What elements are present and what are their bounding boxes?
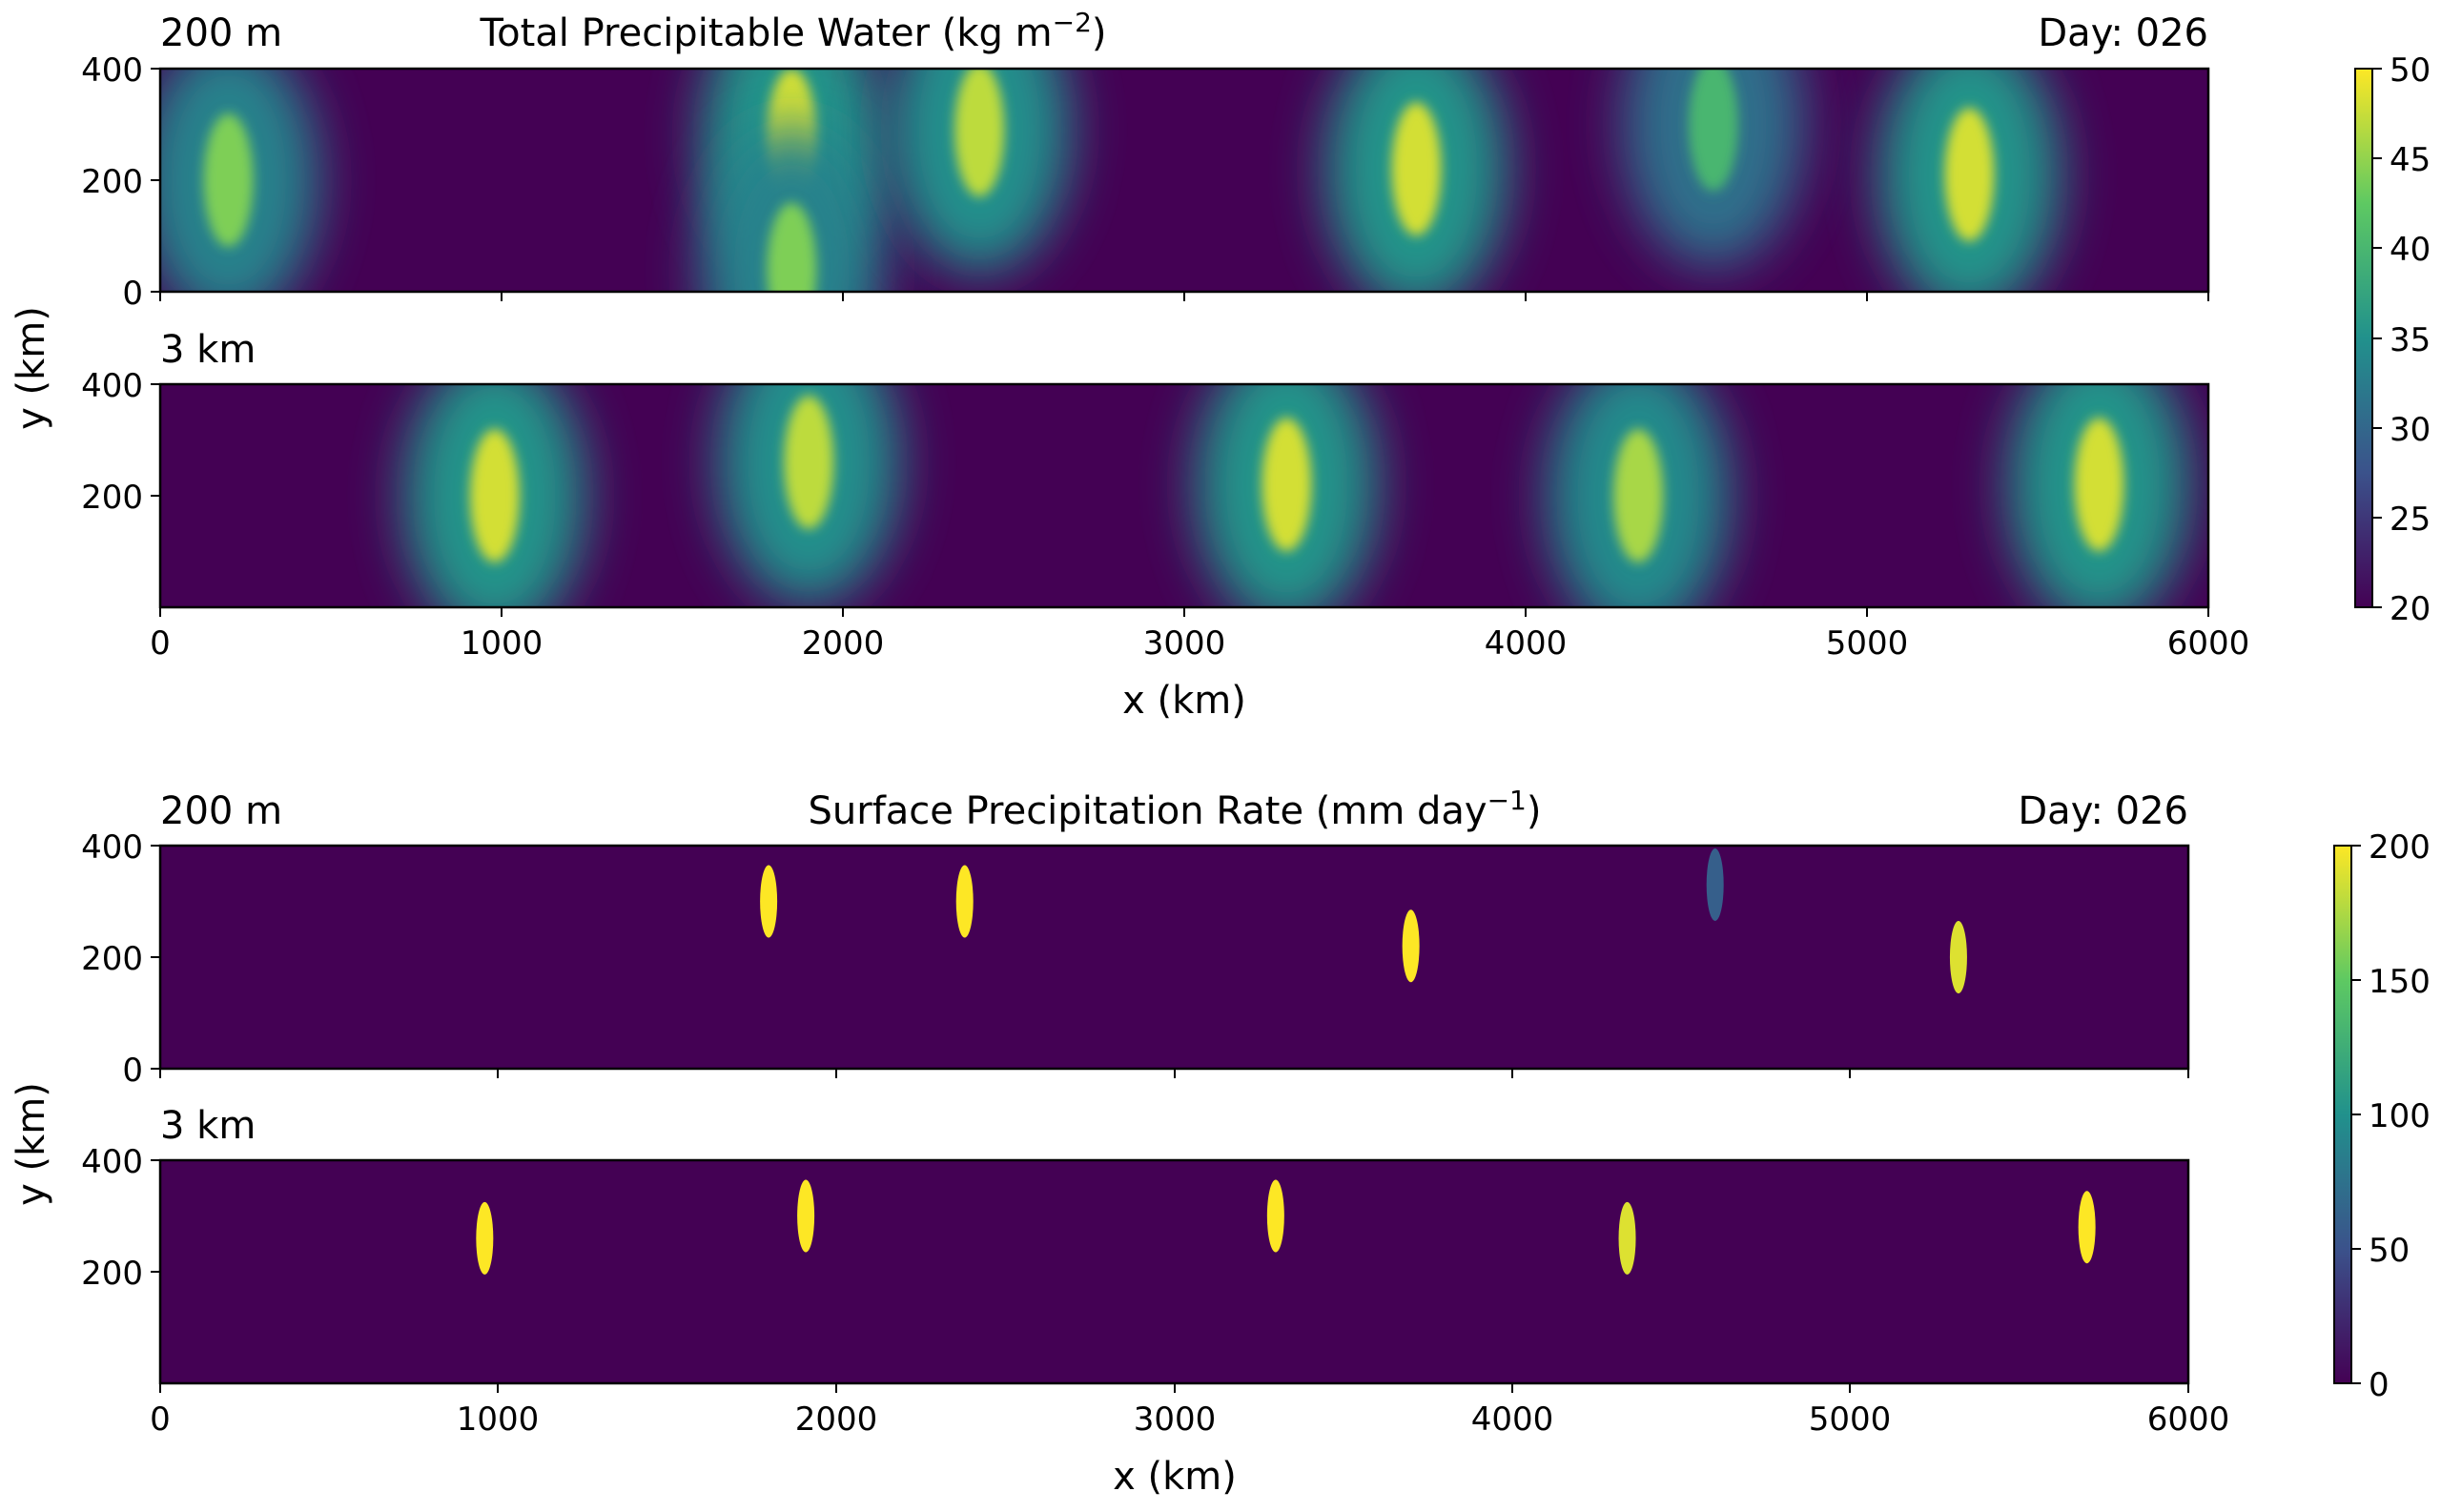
tpw-ylabel: y (km)	[10, 306, 53, 430]
tpw-title: Total Precipitable Water (kg m−2)	[479, 7, 1106, 55]
tpw-panel-200m-bg	[160, 69, 2208, 292]
tick-label: 3000	[1143, 624, 1226, 663]
heatmap-cell-core	[1391, 102, 1442, 236]
tick-label: 50	[2369, 1232, 2410, 1270]
tick-label: 150	[2369, 963, 2431, 1001]
tick-label: 0	[2369, 1366, 2390, 1404]
tick-label: 35	[2390, 321, 2431, 359]
tick-label: 25	[2390, 501, 2431, 539]
heatmap-rain-cell	[797, 1179, 815, 1253]
tpw-figure: 200 m Total Precipitable Water (kg m−2) …	[10, 7, 2431, 723]
tick-label: 1000	[457, 1400, 540, 1439]
spr-colorbar-gradient	[2333, 845, 2352, 1384]
tick-label: 0	[122, 275, 143, 313]
heatmap-cell-core	[1262, 418, 1312, 552]
tpw-colorbar-gradient	[2354, 68, 2373, 608]
tick-label: 0	[150, 624, 171, 663]
tpw-xaxis: 0 1000 2000 3000 4000 5000 6000 x (km)	[150, 292, 2249, 723]
tick-label: 40	[2390, 231, 2431, 269]
tick-label: 6000	[2167, 624, 2250, 663]
tick-label: 200	[81, 163, 143, 201]
spr-panel1-label: 200 m	[160, 789, 282, 833]
heatmap-rain-cell	[1706, 848, 1724, 921]
tpw-panel-3km: 200 400	[81, 367, 2210, 609]
tick-label: 200	[81, 940, 143, 978]
tick-label: 100	[2369, 1097, 2431, 1135]
heatmap-cell-core	[1944, 108, 1995, 242]
spr-panel2-label: 3 km	[160, 1104, 256, 1148]
tick-label: 20	[2390, 590, 2431, 628]
spr-day-label: Day: 026	[2018, 789, 2188, 833]
heatmap-cell-core	[1688, 69, 1738, 192]
tpw-panel2-label: 3 km	[160, 328, 256, 372]
tick-label: 6000	[2147, 1400, 2230, 1439]
tick-label: 2000	[802, 624, 885, 663]
tick-label: 3000	[1134, 1400, 1217, 1439]
tick-label: 2000	[795, 1400, 878, 1439]
heatmap-rain-cell	[1266, 1179, 1284, 1253]
heatmap-rain-cell	[1402, 909, 1420, 983]
tick-label: 4000	[1471, 1400, 1554, 1439]
spr-panel-3km-bg	[160, 1160, 2188, 1383]
tick-label: 30	[2390, 411, 2431, 449]
heatmap-cell-core	[2074, 418, 2124, 552]
tick-label: 200	[81, 479, 143, 517]
tick-label: 0	[150, 1400, 171, 1439]
heatmap-rain-cell	[2078, 1191, 2096, 1264]
tick-label: 400	[81, 51, 143, 90]
tick-label: 200	[81, 1255, 143, 1293]
tpw-panel1-label: 200 m	[160, 11, 282, 55]
tick-label: 45	[2390, 141, 2431, 179]
tick-label: 1000	[461, 624, 544, 663]
tpw-panel-200m: 0 200 400	[81, 51, 2210, 313]
tpw-xlabel: x (km)	[1122, 679, 1246, 723]
spr-panel-200m: 0 200 400	[81, 828, 2190, 1090]
heatmap-rain-cell	[955, 865, 974, 938]
tpw-panel-200m-yticks: 0 200 400	[81, 51, 160, 313]
tick-label: 400	[81, 367, 143, 405]
heatmap-cell-core	[767, 202, 817, 292]
spr-ylabel: y (km)	[10, 1082, 53, 1206]
spr-title-sup: −1	[1487, 785, 1527, 816]
tpw-title-sup: −2	[1053, 7, 1092, 38]
tick-label: 5000	[1826, 624, 1909, 663]
spr-panel-3km: 200 400	[81, 1143, 2190, 1385]
tpw-colorbar: 20 25 30 35 40 45 50	[2354, 51, 2431, 628]
tick-label: 5000	[1809, 1400, 1892, 1439]
heatmap-cell-core	[469, 429, 520, 562]
heatmap-cell-core	[203, 113, 254, 247]
tick-label: 400	[81, 1143, 143, 1181]
tick-label: 4000	[1485, 624, 1568, 663]
heatmap-cell-core	[1613, 429, 1664, 562]
tick-label: 50	[2390, 51, 2431, 90]
spr-panel-3km-yticks: 200 400	[81, 1143, 160, 1293]
spr-title: Surface Precipitation Rate (mm day−1)	[809, 785, 1542, 833]
tick-label: 0	[122, 1052, 143, 1090]
heatmap-rain-cell	[1618, 1201, 1636, 1275]
tick-label: 200	[2369, 828, 2431, 867]
tpw-day-label: Day: 026	[2038, 11, 2208, 55]
heatmap-rain-cell	[1949, 921, 1967, 993]
spr-colorbar: 0 50 100 150 200	[2333, 828, 2431, 1404]
tick-label: 400	[81, 828, 143, 867]
spr-figure: 200 m Surface Precipitation Rate (mm day…	[10, 785, 2431, 1499]
heatmap-rain-cell	[760, 865, 778, 938]
spr-xaxis: 0 1000 2000 3000 4000 5000 6000 x (km)	[150, 1069, 2229, 1499]
heatmap-cell-core	[954, 69, 1005, 197]
spr-panel-200m-bg	[160, 846, 2188, 1069]
tpw-panel-3km-yticks: 200 400	[81, 367, 160, 517]
heatmap-cell-core	[784, 395, 834, 529]
heatmap-rain-cell	[476, 1201, 494, 1275]
spr-panel-200m-yticks: 0 200 400	[81, 828, 160, 1090]
spr-xlabel: x (km)	[1113, 1455, 1237, 1499]
